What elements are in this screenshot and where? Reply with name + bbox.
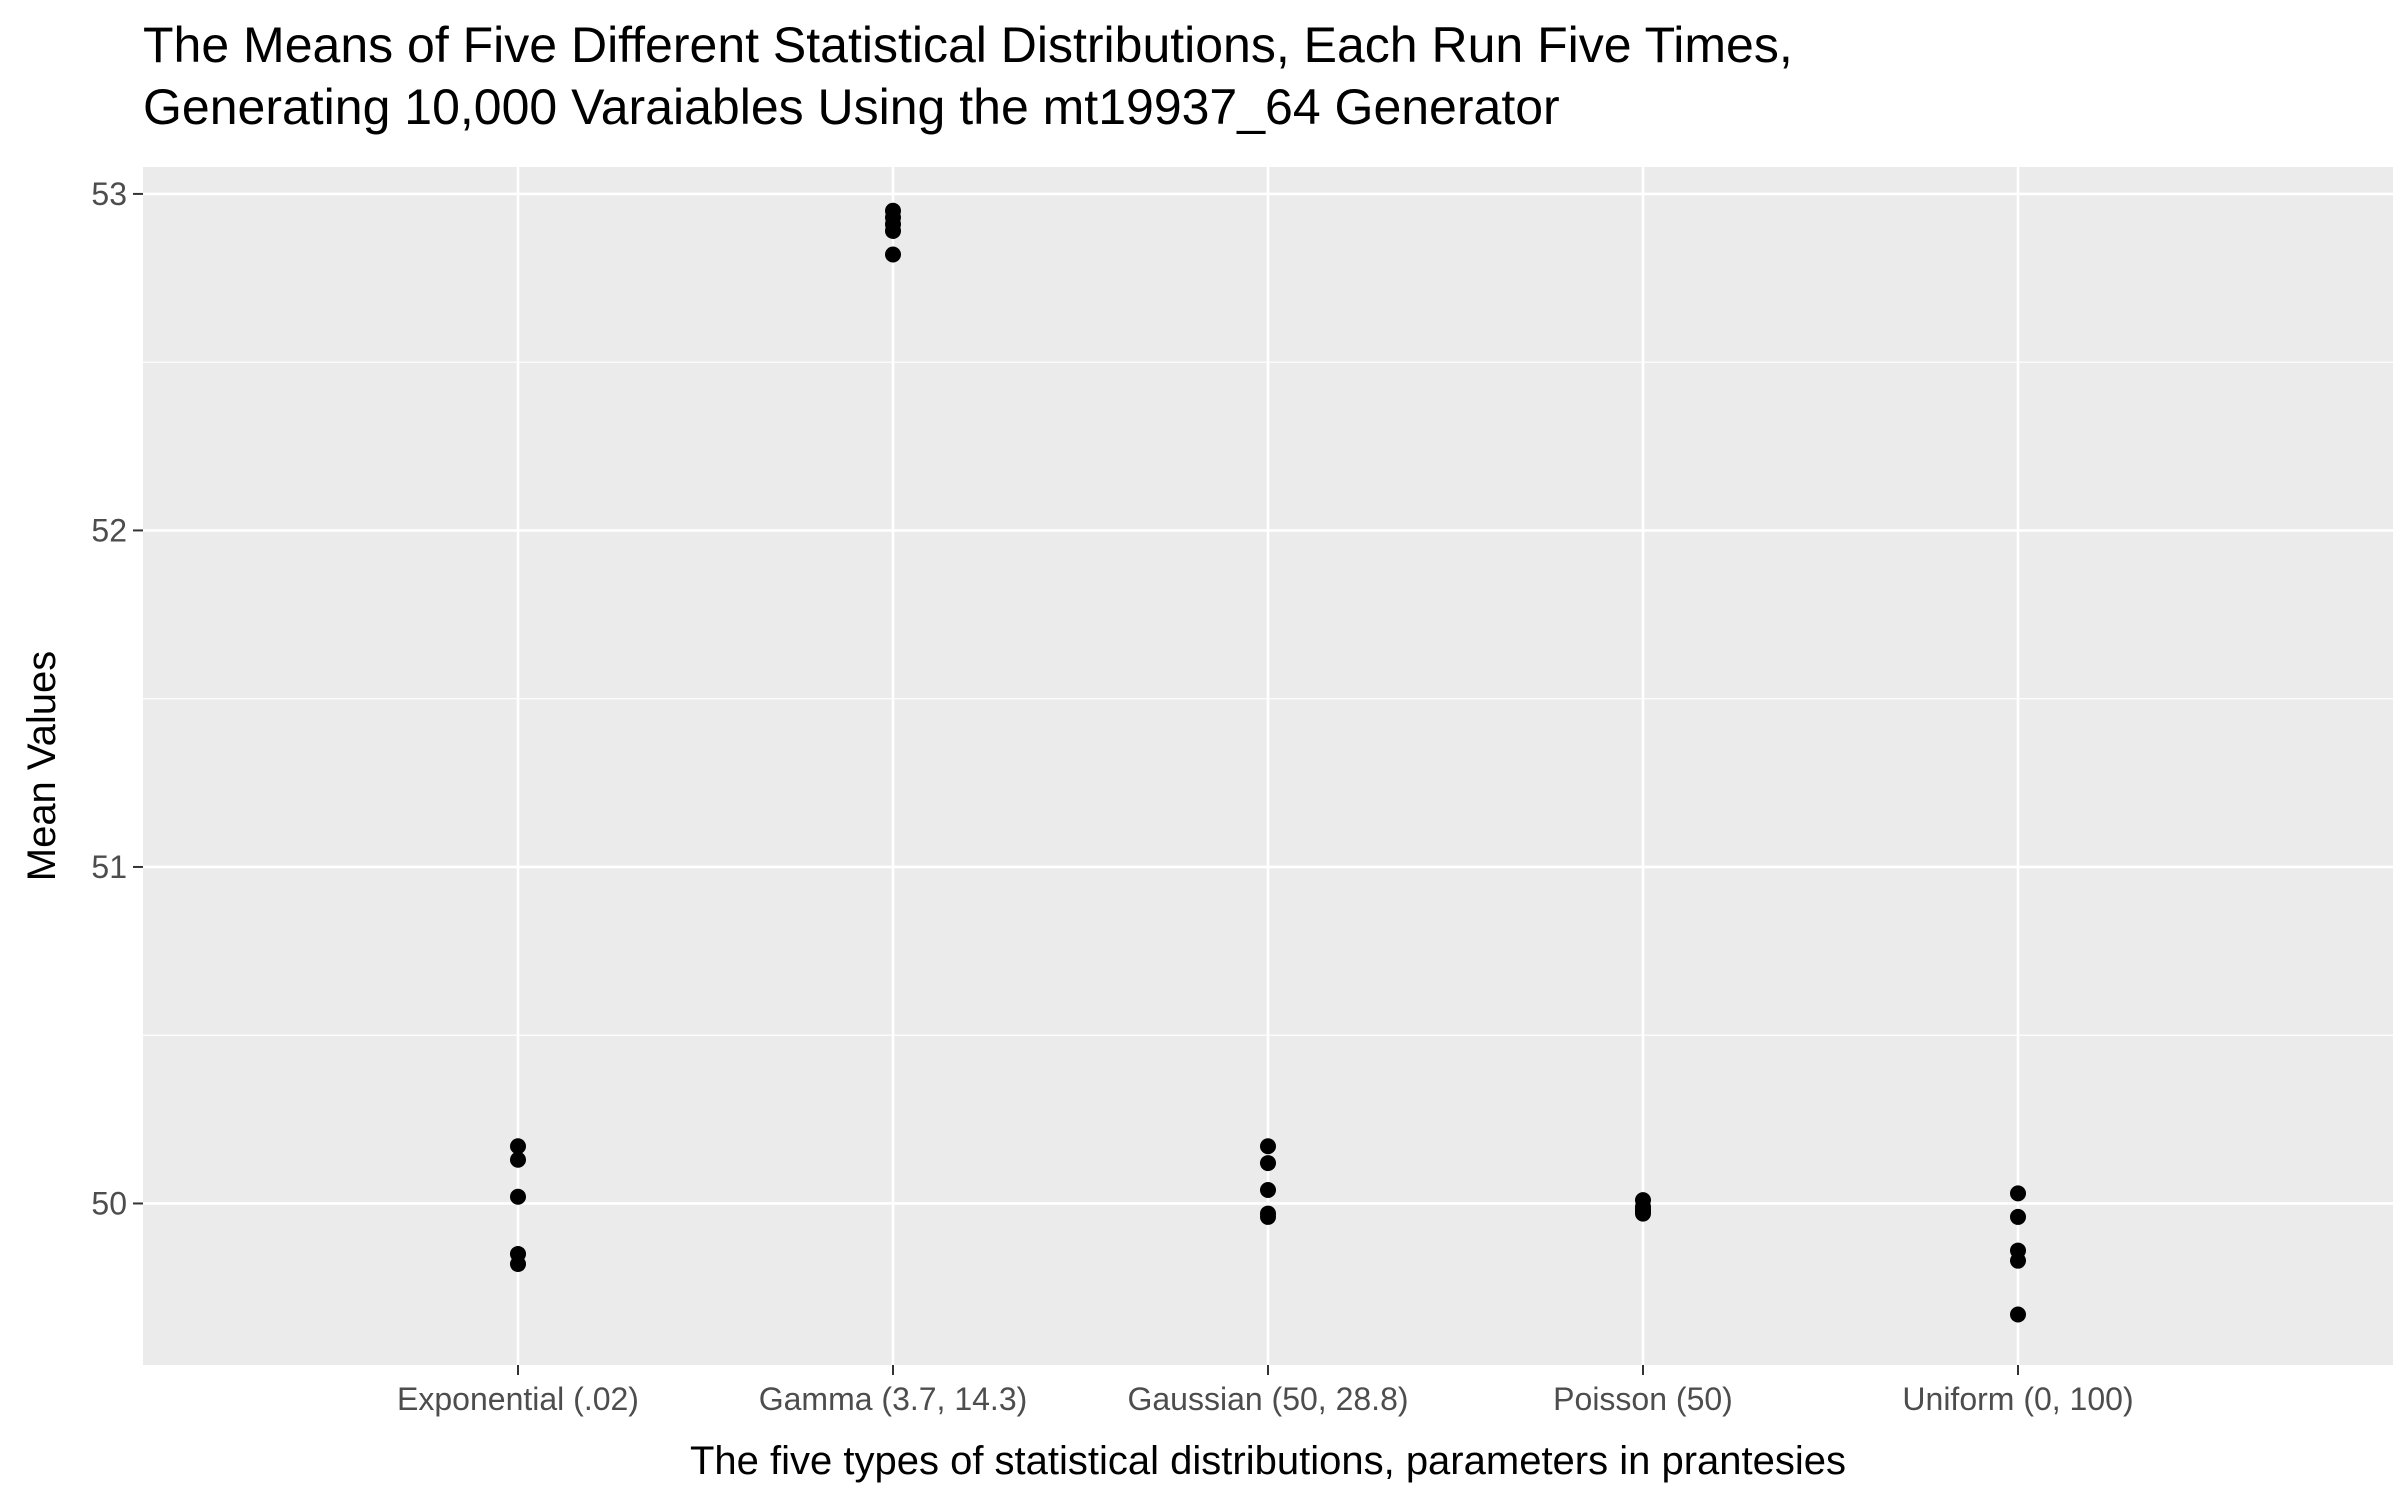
y-tick-label: 52 bbox=[91, 512, 127, 548]
x-axis: Exponential (.02) Gamma (3.7, 14.3) Gaussi… bbox=[397, 1365, 2134, 1417]
data-point bbox=[1635, 1205, 1651, 1222]
data-point bbox=[1260, 1138, 1276, 1155]
y-tick-label: 50 bbox=[91, 1185, 127, 1221]
data-point bbox=[1260, 1182, 1276, 1199]
y-tick-label: 53 bbox=[91, 176, 127, 212]
data-point bbox=[1260, 1155, 1276, 1172]
x-tick-label: Poisson (50) bbox=[1553, 1381, 1733, 1417]
data-point bbox=[2010, 1185, 2026, 1202]
chart-title-line-1: The Means of Five Different Statistical … bbox=[143, 17, 1793, 73]
data-point bbox=[2010, 1208, 2026, 1225]
x-tick-label: Gamma (3.7, 14.3) bbox=[759, 1381, 1028, 1417]
data-point bbox=[510, 1151, 526, 1168]
chart-title-line-2: Generating 10,000 Varaiables Using the m… bbox=[143, 79, 1560, 135]
y-axis-title: Mean Values bbox=[20, 651, 64, 882]
data-point bbox=[510, 1188, 526, 1205]
x-axis-title: The five types of statistical distributi… bbox=[690, 1439, 1846, 1483]
data-point bbox=[1260, 1208, 1276, 1225]
data-point bbox=[510, 1256, 526, 1273]
data-point bbox=[885, 222, 901, 239]
y-tick-label: 51 bbox=[91, 849, 127, 885]
x-tick-label: Gaussian (50, 28.8) bbox=[1127, 1381, 1408, 1417]
x-tick-label: Exponential (.02) bbox=[397, 1381, 639, 1417]
data-point bbox=[885, 246, 901, 263]
data-point bbox=[510, 1138, 526, 1155]
data-point bbox=[2010, 1252, 2026, 1269]
y-axis: 50 51 52 53 bbox=[91, 176, 143, 1221]
data-points bbox=[510, 202, 2026, 1323]
data-point bbox=[2010, 1306, 2026, 1323]
x-tick-label: Uniform (0, 100) bbox=[1902, 1381, 2133, 1417]
